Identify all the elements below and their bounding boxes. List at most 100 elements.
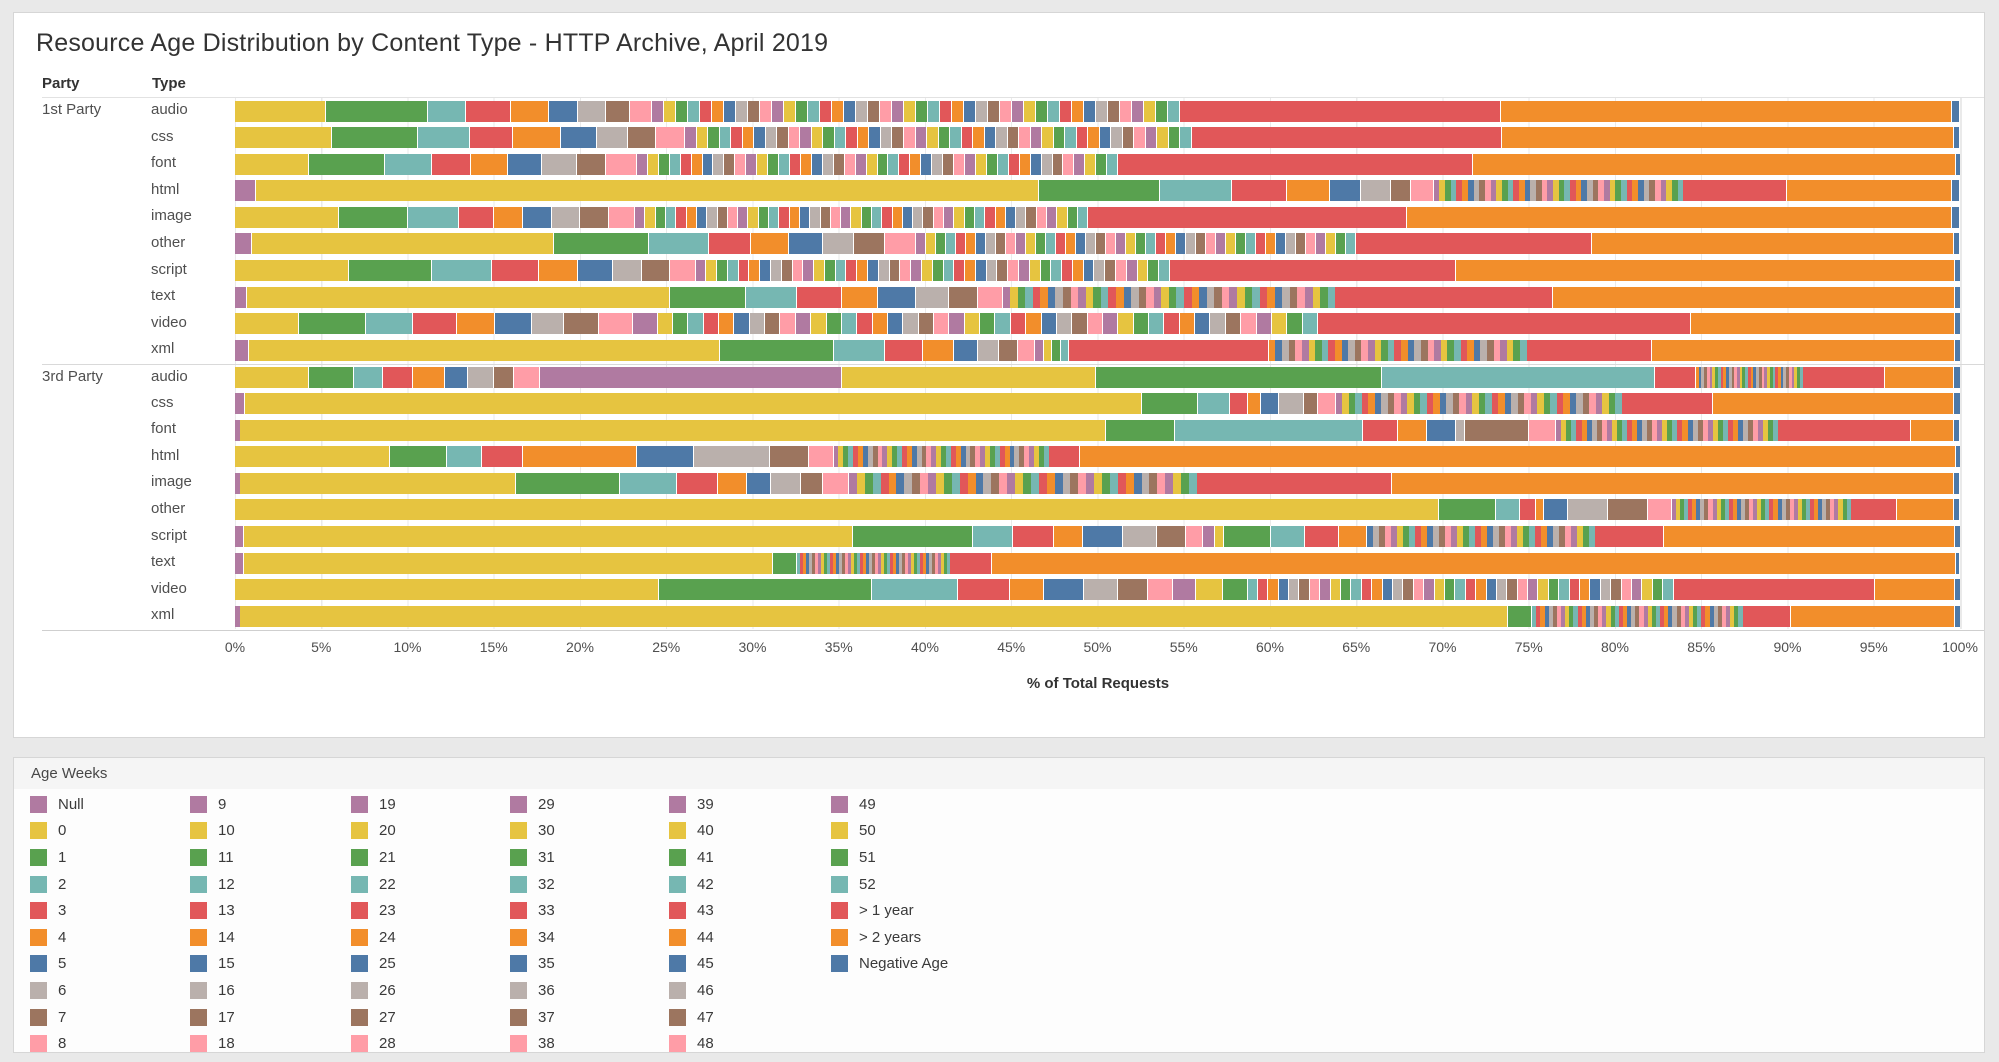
segment-age-22[interactable] xyxy=(1621,419,1627,441)
segment-age-39[interactable] xyxy=(944,206,955,228)
segment-age-38[interactable] xyxy=(1427,339,1435,361)
segment-age-37[interactable] xyxy=(943,153,955,175)
segment-age-8[interactable] xyxy=(1147,579,1174,601)
segment-age-17[interactable] xyxy=(872,446,878,468)
segment-age-23[interactable] xyxy=(790,153,801,175)
segment-age-47[interactable] xyxy=(1559,526,1566,547)
segment-age-24[interactable] xyxy=(1372,579,1383,601)
segment-age-44[interactable] xyxy=(1265,233,1276,255)
segment-age-15[interactable] xyxy=(760,260,771,282)
segment-age-20[interactable] xyxy=(784,100,797,122)
segment-age-9[interactable] xyxy=(635,206,646,228)
segment-age-14[interactable] xyxy=(888,472,897,494)
segment-age-52[interactable] xyxy=(947,552,951,574)
segment-age->1year[interactable] xyxy=(1621,393,1713,415)
segment-age-46[interactable] xyxy=(1041,153,1053,175)
segment-age-32[interactable] xyxy=(888,153,900,175)
segment-age-37[interactable] xyxy=(1676,605,1681,627)
segment-age-43[interactable] xyxy=(1062,260,1073,282)
segment-age-50[interactable] xyxy=(1034,446,1039,468)
segment-age-37[interactable] xyxy=(923,206,934,228)
segment-age-35[interactable] xyxy=(1041,313,1057,335)
legend-item-3[interactable]: 3 xyxy=(30,897,188,924)
segment-age-26[interactable] xyxy=(822,153,834,175)
segment-age-52[interactable] xyxy=(1738,605,1743,627)
segment-age-1[interactable] xyxy=(309,153,386,175)
segment-age-47[interactable] xyxy=(932,552,936,574)
segment-age-36[interactable] xyxy=(1692,419,1698,441)
legend-item-4[interactable]: 4 xyxy=(30,924,188,951)
segment-age-26[interactable] xyxy=(856,100,869,122)
segment-age-12[interactable] xyxy=(827,552,831,574)
segment-age-52[interactable] xyxy=(1043,446,1049,468)
segment-age-23[interactable] xyxy=(846,127,858,149)
segment-age-41[interactable] xyxy=(1053,127,1066,149)
segment-age-22[interactable] xyxy=(951,472,960,494)
segment-age-41[interactable] xyxy=(1615,180,1621,202)
segment-age-7[interactable] xyxy=(1156,526,1187,547)
legend-item-0[interactable]: 0 xyxy=(30,818,188,845)
segment-age-42[interactable] xyxy=(1805,499,1810,521)
segment-age-42[interactable] xyxy=(1697,605,1702,627)
legend-item-25[interactable]: 25 xyxy=(351,951,509,978)
segment-age-6[interactable] xyxy=(1548,605,1553,627)
segment-age->1year[interactable] xyxy=(1335,286,1553,308)
segment-age-20[interactable] xyxy=(1026,233,1037,255)
segment-age-32[interactable] xyxy=(1745,367,1748,389)
segment-age-5[interactable] xyxy=(507,153,543,175)
segment-age-11[interactable] xyxy=(1017,286,1026,308)
segment-age-29[interactable] xyxy=(1643,605,1648,627)
segment-age-16[interactable] xyxy=(1381,393,1388,415)
segment-age-3[interactable] xyxy=(797,286,843,308)
segment-age-12[interactable] xyxy=(666,206,677,228)
segment-age-45[interactable] xyxy=(1083,100,1096,122)
segment-age-28[interactable] xyxy=(1749,499,1754,521)
segment-age-26[interactable] xyxy=(916,446,922,468)
segment-age-45[interactable] xyxy=(1009,446,1015,468)
segment-age-40[interactable] xyxy=(1440,339,1448,361)
segment-age-4[interactable] xyxy=(1540,605,1545,627)
segment-age-8[interactable] xyxy=(1017,339,1035,361)
segment-age-6[interactable] xyxy=(916,286,950,308)
stacked-bar-text[interactable] xyxy=(235,286,1960,308)
segment-age-45[interactable] xyxy=(1709,605,1714,627)
segment-age-46[interactable] xyxy=(1141,472,1150,494)
segment-age-46[interactable] xyxy=(1743,419,1749,441)
segment-age-17[interactable] xyxy=(1063,286,1071,308)
segment-age-41[interactable] xyxy=(1523,526,1530,547)
segment-age-20[interactable] xyxy=(748,206,759,228)
segment-age-40[interactable] xyxy=(954,206,965,228)
segment-age-16[interactable] xyxy=(1055,286,1064,308)
segment-age-34[interactable] xyxy=(1481,526,1488,547)
segment-age-33[interactable] xyxy=(954,260,966,282)
segment-age->1year[interactable] xyxy=(1802,367,1886,389)
segment-age-1[interactable] xyxy=(1142,393,1198,415)
segment-age-8[interactable] xyxy=(815,552,819,574)
segment-age-38[interactable] xyxy=(1019,127,1031,149)
segment-age-28[interactable] xyxy=(934,313,950,335)
segment-age-24[interactable] xyxy=(1066,233,1077,255)
segment-age-20[interactable] xyxy=(1716,499,1721,521)
segment-age-18[interactable] xyxy=(1598,605,1603,627)
segment-age-11[interactable] xyxy=(1095,367,1383,389)
segment-age-23[interactable] xyxy=(1056,233,1067,255)
segment-age-19[interactable] xyxy=(1490,180,1497,202)
segment-age-17[interactable] xyxy=(765,313,781,335)
segment-age-23[interactable] xyxy=(1414,526,1421,547)
segment-age-40[interactable] xyxy=(1042,127,1054,149)
segment-age-49[interactable] xyxy=(1595,393,1603,415)
segment-age-21[interactable] xyxy=(768,153,780,175)
segment-age-50[interactable] xyxy=(1057,206,1068,228)
segment-age-36[interactable] xyxy=(1511,393,1518,415)
segment-age-26[interactable] xyxy=(1446,393,1453,415)
segment-age->2years[interactable] xyxy=(1391,472,1955,494)
segment-age-27[interactable] xyxy=(1096,233,1107,255)
segment-age-33[interactable] xyxy=(1475,526,1482,547)
segment-age-50[interactable] xyxy=(1577,526,1584,547)
segment-age-23[interactable] xyxy=(860,552,864,574)
segment-age-10[interactable] xyxy=(1043,339,1053,361)
segment-age-23[interactable] xyxy=(959,472,968,494)
segment-age-9[interactable] xyxy=(1561,605,1566,627)
segment-age-45[interactable] xyxy=(1590,579,1601,601)
segment-age->2years[interactable] xyxy=(1712,393,1955,415)
